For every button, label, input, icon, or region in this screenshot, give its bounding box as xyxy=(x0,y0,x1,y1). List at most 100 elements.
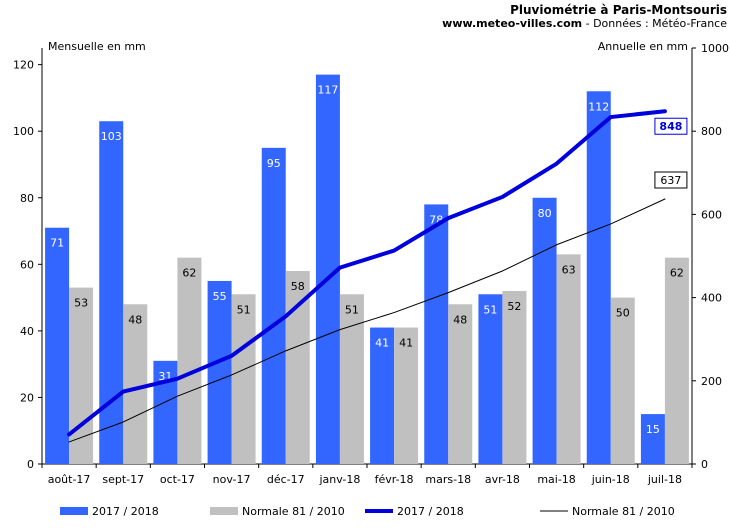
point-cumul-2017-2018 xyxy=(284,315,287,318)
bar-label-normale: 48 xyxy=(128,313,142,326)
point-cumul-2017-2018 xyxy=(609,116,612,118)
chart-subtitle-source: - Données : Météo-France xyxy=(582,17,727,30)
end-label-normale: 637 xyxy=(660,174,681,187)
point-cumul-normale xyxy=(122,421,124,423)
x-tick-label: avr-18 xyxy=(485,473,520,486)
x-tick-label: juin-18 xyxy=(591,473,630,486)
bar-2017-2018 xyxy=(478,294,503,464)
x-tick-label: mars-18 xyxy=(425,473,471,486)
x-tick-label: juil-18 xyxy=(647,473,682,486)
bar-label-normale: 62 xyxy=(670,267,684,280)
point-cumul-normale xyxy=(393,312,395,313)
point-cumul-normale xyxy=(610,223,612,225)
bar-2017-2018 xyxy=(207,280,232,464)
bar-label-2017-2018: 95 xyxy=(267,157,281,170)
x-tick-label: févr-18 xyxy=(375,473,414,486)
point-cumul-normale xyxy=(68,441,70,443)
bar-2017-2018 xyxy=(586,91,611,464)
y-right-tick-label: 200 xyxy=(701,375,722,388)
point-cumul-2017-2018 xyxy=(393,249,395,252)
legend-label: 2017 / 2018 xyxy=(92,505,159,518)
y-left-tick-label: 20 xyxy=(20,391,34,404)
x-tick-label: mai-18 xyxy=(537,473,575,486)
bar-label-2017-2018: 103 xyxy=(101,130,122,143)
y-right-tick-label: 400 xyxy=(701,292,722,305)
bar-label-normale: 51 xyxy=(237,303,251,316)
legend-label: Normale 81 / 2010 xyxy=(572,505,675,518)
bar-normale xyxy=(448,304,473,464)
x-tick-label: août-17 xyxy=(48,473,91,486)
bar-label-normale: 63 xyxy=(562,263,576,276)
bar-label-2017-2018: 80 xyxy=(538,207,552,220)
bar-label-2017-2018: 55 xyxy=(213,290,227,303)
point-cumul-2017-2018 xyxy=(555,162,558,165)
y-axis-left-label: Mensuelle en mm xyxy=(48,40,146,53)
point-cumul-2017-2018 xyxy=(339,266,341,269)
point-cumul-normale xyxy=(664,198,666,200)
plot-area: 0 20 40 60 80 100 120 0 200 400 600 800 1000 août-17 s… xyxy=(13,42,729,486)
line-cumul-2017-2018 xyxy=(67,109,667,437)
bar-label-normale: 53 xyxy=(74,297,88,310)
bar-2017-2018 xyxy=(261,147,286,464)
bar-2017-2018 xyxy=(424,204,449,464)
y-right-tick-label: 1000 xyxy=(701,42,729,55)
y-right-tick-label: 800 xyxy=(701,125,722,138)
chart-legend: 2017 / 2018 Normale 81 / 2010 2017 / 2018 N… xyxy=(60,505,675,518)
y-left-tick-label: 80 xyxy=(20,192,34,205)
y-left-tick-label: 120 xyxy=(13,59,34,72)
bar-2017-2018 xyxy=(370,327,395,464)
bar-label-normale: 62 xyxy=(182,267,196,280)
end-label-2017-2018: 848 xyxy=(659,120,682,133)
y-left-tick-label: 60 xyxy=(20,258,34,271)
bar-normale xyxy=(339,294,364,464)
bar-2017-2018 xyxy=(640,414,665,464)
bar-label-normale: 58 xyxy=(291,280,305,293)
legend-label: 2017 / 2018 xyxy=(397,505,464,518)
y-axis-right-label: Annuelle en mm xyxy=(598,40,688,53)
point-cumul-2017-2018 xyxy=(664,110,666,113)
chart-title: Pluviométrie à Paris-Montsouris xyxy=(510,3,727,17)
y-right-tick-label: 0 xyxy=(701,458,708,471)
chart-subtitle-site: www.meteo-villes.com xyxy=(442,17,582,30)
x-tick-label: sept-17 xyxy=(102,473,144,486)
point-cumul-2017-2018 xyxy=(122,390,125,393)
bar-2017-2018 xyxy=(45,227,70,464)
end-label-box-2017-2018 xyxy=(654,117,688,135)
bar-normale xyxy=(502,290,527,464)
point-cumul-2017-2018 xyxy=(230,355,233,357)
legend-swatch xyxy=(60,507,88,515)
point-cumul-2017-2018 xyxy=(68,433,70,436)
line-cumul-normale xyxy=(68,198,666,443)
bar-label-2017-2018: 51 xyxy=(483,303,497,316)
legend-swatch xyxy=(210,507,238,515)
bar-label-2017-2018: 117 xyxy=(317,84,338,97)
chart-subtitle: www.meteo-villes.com - Données : Météo-F… xyxy=(442,17,727,30)
bar-label-2017-2018: 112 xyxy=(588,100,609,113)
bar-label-normale: 41 xyxy=(399,337,413,350)
bar-label-normale: 48 xyxy=(453,313,467,326)
point-cumul-normale xyxy=(339,329,341,331)
bar-normale xyxy=(556,254,581,464)
point-cumul-2017-2018 xyxy=(501,196,504,198)
bar-2017-2018 xyxy=(99,121,124,464)
point-cumul-normale xyxy=(502,270,503,272)
y-left-tick-label: 0 xyxy=(27,458,34,471)
point-cumul-normale xyxy=(556,244,557,246)
bar-normale xyxy=(610,297,635,464)
point-cumul-normale xyxy=(231,374,232,376)
point-cumul-normale xyxy=(177,395,178,397)
bar-label-2017-2018: 41 xyxy=(375,337,389,350)
bar-label-normale: 52 xyxy=(507,300,521,313)
point-cumul-2017-2018 xyxy=(176,377,179,380)
bar-normale xyxy=(231,294,256,464)
x-tick-label: oct-17 xyxy=(160,473,195,486)
point-cumul-normale xyxy=(285,350,287,352)
bar-label-2017-2018: 71 xyxy=(50,237,64,250)
x-tick-label: janv-18 xyxy=(318,473,360,486)
bar-normale xyxy=(664,257,689,464)
bar-label-normale: 50 xyxy=(616,307,630,320)
x-tick-label: déc-17 xyxy=(267,473,305,486)
bar-normale xyxy=(394,327,419,464)
point-cumul-normale xyxy=(447,292,449,294)
